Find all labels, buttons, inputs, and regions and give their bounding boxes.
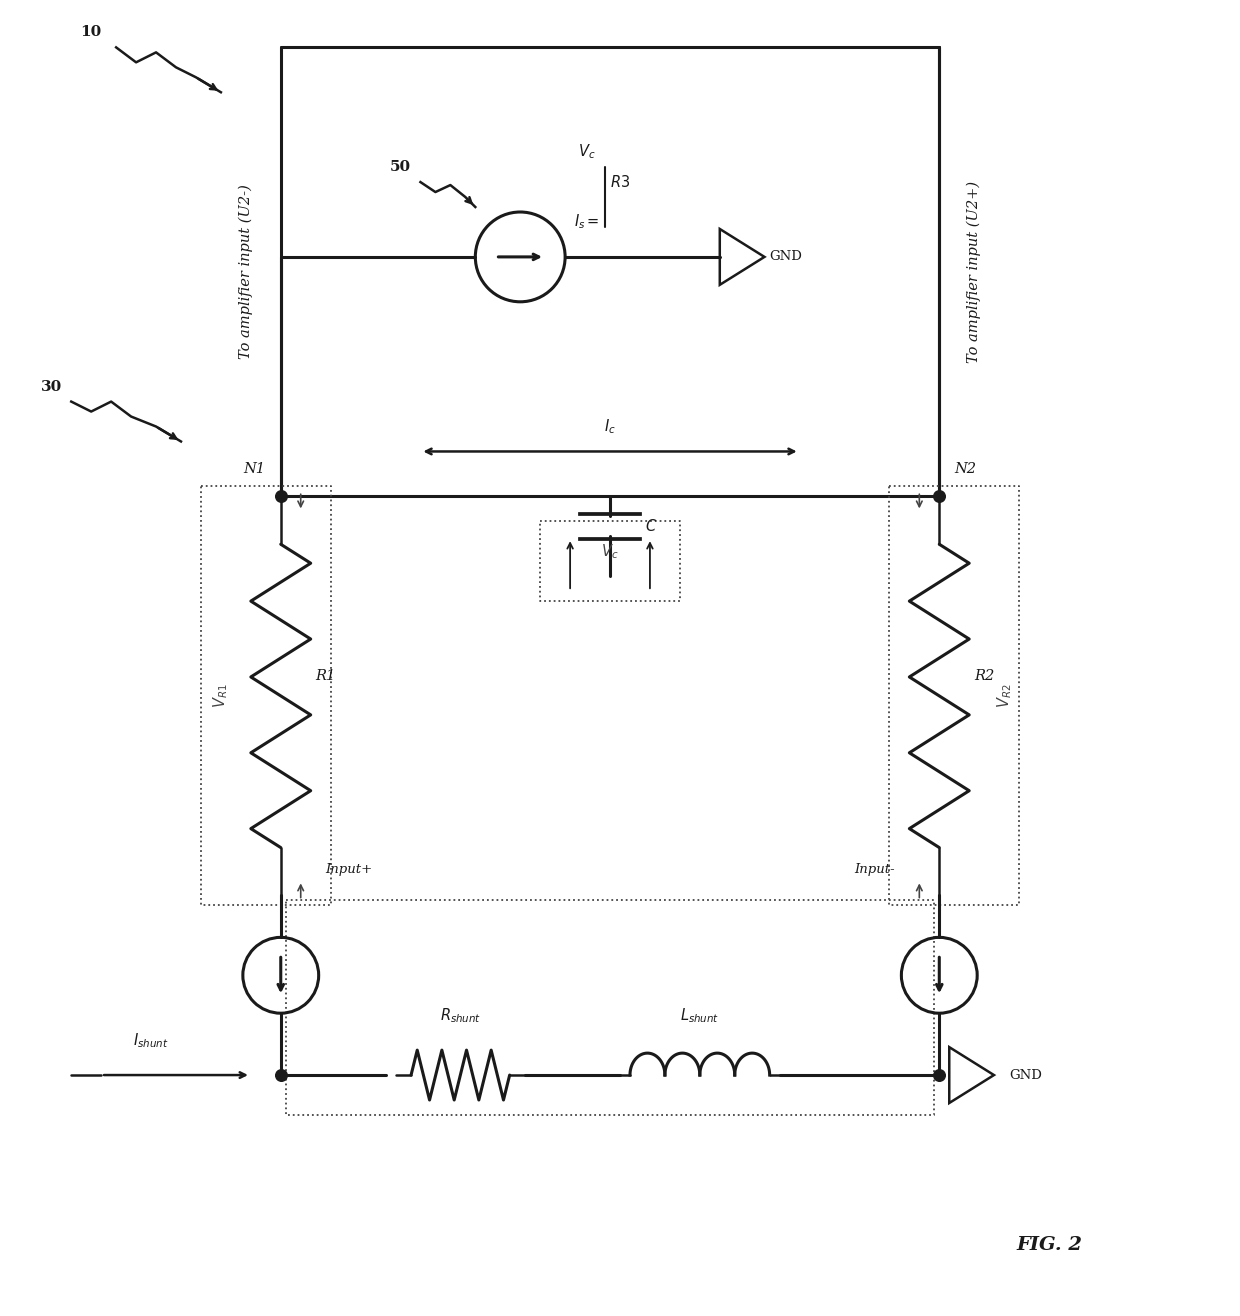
Point	[929, 486, 949, 507]
Text: $I_{shunt}$: $I_{shunt}$	[134, 1032, 169, 1050]
Text: 10: 10	[81, 25, 102, 39]
Text: $R3$: $R3$	[610, 174, 630, 190]
Text: N1: N1	[244, 462, 265, 476]
Text: $L_{shunt}$: $L_{shunt}$	[681, 1007, 719, 1025]
Text: To amplifier input (U2+): To amplifier input (U2+)	[967, 180, 981, 363]
Text: $I_c$: $I_c$	[604, 417, 616, 437]
Text: $V_c$: $V_c$	[601, 542, 619, 561]
Text: $C$: $C$	[645, 519, 657, 534]
Point	[270, 486, 290, 507]
Text: R2: R2	[975, 669, 994, 683]
Text: $V_c$: $V_c$	[578, 142, 595, 162]
Point	[270, 1065, 290, 1086]
Text: $V_{R2}$: $V_{R2}$	[996, 683, 1014, 708]
Text: $I_s=$: $I_s=$	[574, 213, 600, 232]
Text: $V_{R1}$: $V_{R1}$	[211, 683, 229, 708]
Text: FIG. 2: FIG. 2	[1016, 1236, 1083, 1254]
Text: N2: N2	[955, 462, 976, 476]
Text: GND: GND	[1009, 1069, 1042, 1082]
Text: Input+: Input+	[326, 862, 373, 875]
Text: Input-: Input-	[854, 862, 894, 875]
Text: GND: GND	[770, 250, 802, 263]
Point	[929, 1065, 949, 1086]
Text: 50: 50	[389, 161, 410, 174]
Text: 30: 30	[41, 379, 62, 393]
Text: R1: R1	[316, 669, 336, 683]
Text: $R_{shunt}$: $R_{shunt}$	[440, 1007, 481, 1025]
Text: To amplifier input (U2-): To amplifier input (U2-)	[238, 184, 253, 359]
